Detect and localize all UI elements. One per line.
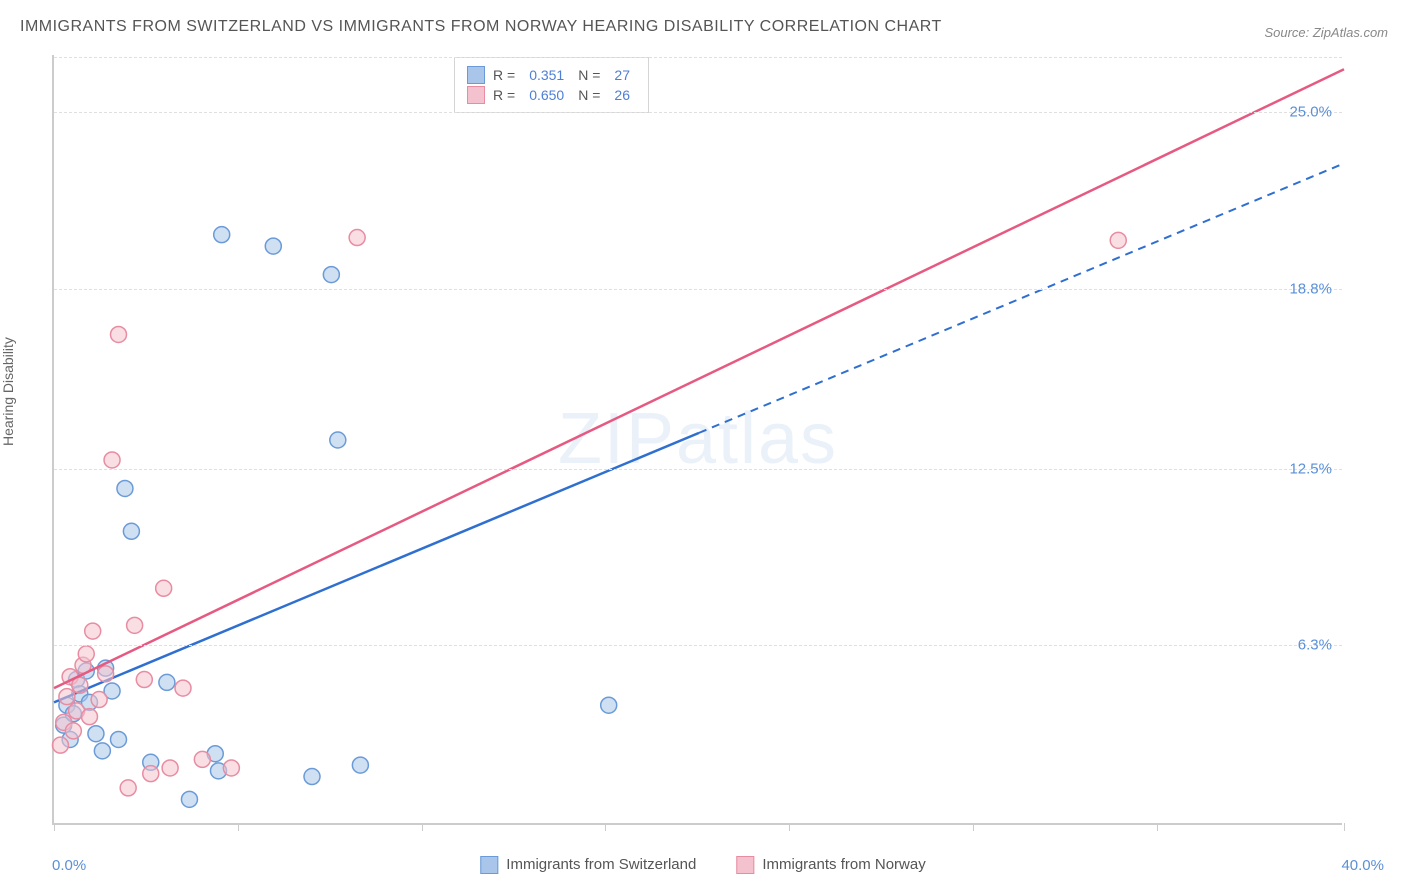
x-tick	[973, 823, 974, 831]
scatter-point	[265, 238, 281, 254]
y-tick-label: 12.5%	[1289, 460, 1332, 477]
legend-r-value: 0.650	[529, 87, 564, 103]
scatter-point	[143, 766, 159, 782]
legend-n-value: 26	[614, 87, 630, 103]
scatter-point	[94, 743, 110, 759]
scatter-point	[349, 230, 365, 246]
scatter-point	[156, 580, 172, 596]
plot-area: ZIPatlas R =0.351N =27R =0.650N =26 6.3%…	[52, 55, 1342, 825]
correlation-legend: R = 0.351 N = 27 R = 0.650 N = 26	[454, 57, 649, 113]
scatter-point	[330, 432, 346, 448]
scatter-point	[601, 697, 617, 713]
x-tick	[1344, 823, 1345, 831]
scatter-point	[162, 760, 178, 776]
scatter-point	[88, 726, 104, 742]
y-tick-label: 18.8%	[1289, 280, 1332, 297]
scatter-point	[1110, 232, 1126, 248]
legend-row: R = 0.650 N = 26	[467, 86, 636, 104]
x-tick	[54, 823, 55, 831]
scatter-point	[81, 709, 97, 725]
x-tick	[422, 823, 423, 831]
scatter-point	[98, 666, 114, 682]
scatter-point	[78, 646, 94, 662]
legend-swatch	[467, 86, 485, 104]
y-axis-label: Hearing Disability	[0, 337, 16, 446]
scatter-point	[159, 674, 175, 690]
scatter-point	[175, 680, 191, 696]
scatter-point	[214, 227, 230, 243]
legend-n-label: N =	[578, 87, 600, 103]
grid-line	[54, 645, 1342, 646]
legend-r-label: R =	[493, 87, 515, 103]
legend-swatch	[736, 856, 754, 874]
chart-title: IMMIGRANTS FROM SWITZERLAND VS IMMIGRANT…	[20, 18, 942, 36]
legend-n-value: 27	[614, 67, 630, 83]
scatter-point	[65, 723, 81, 739]
scatter-point	[120, 780, 136, 796]
legend-r-label: R =	[493, 67, 515, 83]
scatter-point	[111, 326, 127, 342]
scatter-plot-svg	[54, 55, 1342, 823]
scatter-point	[123, 523, 139, 539]
y-tick-label: 25.0%	[1289, 104, 1332, 121]
scatter-point	[304, 769, 320, 785]
scatter-point	[352, 757, 368, 773]
grid-line	[54, 469, 1342, 470]
x-tick	[238, 823, 239, 831]
legend-series-name: Immigrants from Switzerland	[506, 856, 696, 873]
scatter-point	[85, 623, 101, 639]
scatter-point	[181, 791, 197, 807]
x-tick	[789, 823, 790, 831]
legend-swatch	[467, 66, 485, 84]
legend-swatch	[480, 856, 498, 874]
x-axis-max-label: 40.0%	[1341, 857, 1384, 874]
x-axis-min-label: 0.0%	[52, 857, 86, 874]
scatter-point	[194, 751, 210, 767]
y-tick-label: 6.3%	[1298, 637, 1332, 654]
series-legend: Immigrants from Switzerland Immigrants fr…	[480, 856, 925, 874]
grid-line	[54, 289, 1342, 290]
grid-line	[54, 112, 1342, 113]
legend-row: R = 0.351 N = 27	[467, 66, 636, 84]
trend-line	[54, 433, 699, 703]
legend-r-value: 0.351	[529, 67, 564, 83]
legend-series-name: Immigrants from Norway	[762, 856, 925, 873]
trend-line-dashed	[699, 163, 1344, 433]
scatter-point	[117, 480, 133, 496]
scatter-point	[104, 452, 120, 468]
scatter-point	[323, 267, 339, 283]
x-tick	[605, 823, 606, 831]
scatter-point	[59, 689, 75, 705]
trend-line	[54, 69, 1344, 688]
legend-n-label: N =	[578, 67, 600, 83]
x-tick	[1157, 823, 1158, 831]
source-attribution: Source: ZipAtlas.com	[1264, 25, 1388, 40]
scatter-point	[91, 692, 107, 708]
scatter-point	[136, 672, 152, 688]
scatter-point	[127, 617, 143, 633]
legend-item: Immigrants from Norway	[736, 856, 925, 874]
scatter-point	[111, 731, 127, 747]
legend-item: Immigrants from Switzerland	[480, 856, 696, 874]
scatter-point	[223, 760, 239, 776]
scatter-point	[52, 737, 68, 753]
grid-line	[54, 57, 1342, 58]
